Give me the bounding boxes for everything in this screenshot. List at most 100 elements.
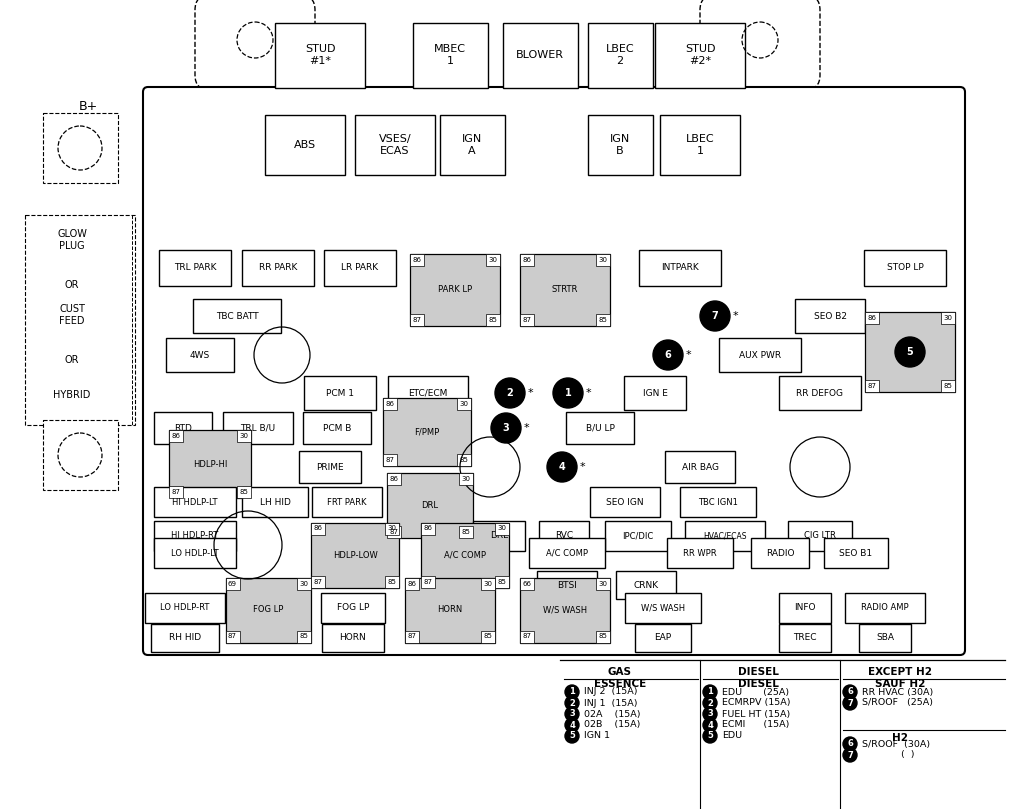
Bar	[495, 523, 509, 535]
Bar	[383, 398, 397, 410]
Bar	[151, 624, 219, 652]
Text: *: *	[580, 462, 586, 472]
Bar	[311, 575, 325, 587]
Bar	[520, 578, 610, 642]
Text: RR PARK: RR PARK	[259, 264, 297, 273]
Bar	[387, 526, 401, 537]
Text: AIR BAG: AIR BAG	[682, 463, 719, 472]
Bar	[388, 376, 468, 410]
Bar	[304, 376, 376, 410]
Bar	[665, 451, 735, 483]
Text: ETC/ECM: ETC/ECM	[409, 388, 447, 397]
Bar	[481, 578, 495, 590]
Circle shape	[553, 378, 583, 408]
Bar	[520, 254, 610, 326]
Text: 6: 6	[847, 739, 853, 748]
Bar	[311, 523, 325, 535]
Bar	[596, 630, 610, 642]
Text: CUST
FEED: CUST FEED	[59, 304, 85, 326]
Text: 69: 69	[228, 581, 237, 587]
Text: HI HDLP-RT: HI HDLP-RT	[171, 532, 219, 540]
Text: BLOWER: BLOWER	[516, 50, 564, 60]
Text: RADIO: RADIO	[766, 549, 795, 557]
Text: RH HID: RH HID	[169, 633, 201, 642]
Bar	[387, 472, 473, 537]
Text: 7: 7	[847, 751, 853, 760]
Text: 30: 30	[488, 257, 498, 263]
Text: 85: 85	[498, 578, 507, 584]
Text: 4: 4	[559, 462, 565, 472]
Text: CRNK: CRNK	[634, 581, 658, 590]
Text: 2: 2	[507, 388, 513, 398]
Text: INFO: INFO	[795, 604, 816, 612]
Bar	[486, 254, 500, 266]
Text: 7: 7	[847, 698, 853, 708]
FancyBboxPatch shape	[700, 0, 820, 90]
Bar	[495, 575, 509, 587]
Text: DIESEL
DIESEL: DIESEL DIESEL	[737, 667, 778, 688]
Bar	[660, 115, 740, 175]
Text: *: *	[686, 350, 691, 360]
Circle shape	[843, 737, 857, 751]
Text: 86: 86	[313, 526, 323, 532]
Bar	[154, 521, 236, 551]
Text: *: *	[524, 423, 529, 433]
Bar	[410, 254, 500, 326]
Text: 30: 30	[598, 257, 607, 263]
Text: IGN
A: IGN A	[462, 134, 482, 156]
Bar	[624, 376, 686, 410]
Text: *: *	[586, 388, 592, 398]
Bar	[859, 624, 911, 652]
Text: SEO B1: SEO B1	[840, 549, 872, 557]
Bar	[590, 487, 660, 517]
Bar	[169, 430, 251, 498]
Text: 85: 85	[599, 317, 607, 323]
Text: 30: 30	[462, 476, 470, 481]
Bar	[779, 593, 831, 623]
Text: (  ): ( )	[862, 751, 914, 760]
Circle shape	[703, 696, 717, 710]
Bar	[312, 487, 382, 517]
Circle shape	[547, 452, 577, 482]
Text: 4WS: 4WS	[189, 350, 210, 359]
Bar	[520, 630, 534, 642]
Bar	[324, 250, 396, 286]
Bar	[154, 538, 236, 568]
Text: H2: H2	[892, 733, 908, 743]
Text: 6: 6	[847, 688, 853, 697]
Text: 3: 3	[708, 709, 713, 718]
Text: STUD
#2*: STUD #2*	[685, 44, 715, 66]
Bar	[719, 338, 801, 372]
Bar	[779, 376, 861, 410]
Bar	[520, 254, 534, 266]
Text: 87: 87	[228, 633, 237, 639]
Text: IGN
B: IGN B	[610, 134, 630, 156]
Text: 86: 86	[171, 433, 180, 439]
Circle shape	[495, 378, 525, 408]
Text: RADIO AMP: RADIO AMP	[861, 604, 909, 612]
Text: B/U LP: B/U LP	[586, 423, 614, 433]
Text: 30: 30	[299, 581, 308, 587]
Text: 5: 5	[707, 731, 713, 740]
Text: PRIME: PRIME	[316, 463, 344, 472]
Bar	[788, 521, 852, 551]
Text: 86: 86	[389, 476, 398, 481]
Text: 85: 85	[599, 633, 607, 639]
Bar	[459, 472, 473, 485]
Text: AUX PWR: AUX PWR	[739, 350, 781, 359]
Text: SBA: SBA	[876, 633, 894, 642]
Text: ABS: ABS	[294, 140, 316, 150]
Text: 6: 6	[665, 350, 672, 360]
Text: 87: 87	[522, 317, 531, 323]
Text: PCM B: PCM B	[323, 423, 351, 433]
Bar	[486, 314, 500, 326]
Circle shape	[843, 748, 857, 762]
Text: MBEC
1: MBEC 1	[434, 44, 466, 66]
Text: TRL PARK: TRL PARK	[174, 264, 216, 273]
Bar	[596, 578, 610, 590]
Text: 85: 85	[460, 457, 468, 463]
Bar	[625, 593, 701, 623]
Text: LBEC
1: LBEC 1	[686, 134, 715, 156]
Text: 85: 85	[488, 317, 498, 323]
Text: HYBRID: HYBRID	[53, 390, 91, 400]
